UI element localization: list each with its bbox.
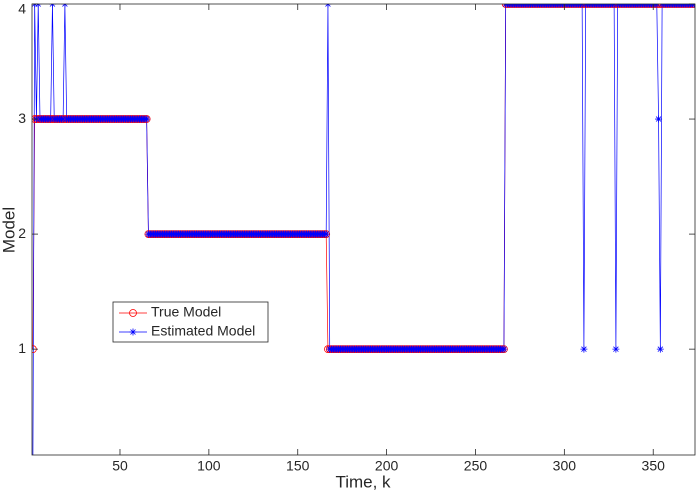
- marker: [656, 345, 664, 353]
- legend-marker: [129, 328, 137, 336]
- axes-box: [31, 3, 696, 456]
- legend-box: [112, 301, 269, 343]
- marker: [580, 4, 588, 8]
- x-tick-label: 350: [642, 458, 666, 474]
- x-tick-label: 50: [112, 458, 128, 474]
- marker: [59, 115, 67, 123]
- y-tick-label: 4: [18, 1, 26, 17]
- marker: [612, 4, 620, 8]
- marker: [655, 115, 663, 123]
- marker: [580, 345, 588, 353]
- x-tick-label: 200: [375, 458, 399, 474]
- legend-marker: [129, 309, 137, 317]
- y-axis-label: Model: [0, 207, 18, 253]
- legend-label: Estimated Model: [151, 323, 255, 339]
- marker: [500, 345, 508, 353]
- x-tick-label: 150: [286, 458, 310, 474]
- marker: [612, 345, 620, 353]
- marker: [656, 4, 665, 8]
- marker: [29, 461, 36, 468]
- marker: [322, 230, 330, 238]
- legend-label: True Model: [151, 304, 221, 320]
- plot-content: [29, 4, 695, 468]
- x-axis-label: Time, k: [335, 472, 391, 491]
- marker: [143, 115, 151, 123]
- y-tick-label: 3: [18, 110, 26, 126]
- x-tick-label: 250: [464, 458, 488, 474]
- plot-area: [32, 4, 695, 455]
- y-tick-label: 1: [18, 340, 26, 356]
- marker: [654, 4, 663, 8]
- x-tick-label: 100: [197, 458, 221, 474]
- y-tick-label: 2: [18, 225, 26, 241]
- marker: [47, 115, 55, 123]
- x-tick-label: 300: [553, 458, 577, 474]
